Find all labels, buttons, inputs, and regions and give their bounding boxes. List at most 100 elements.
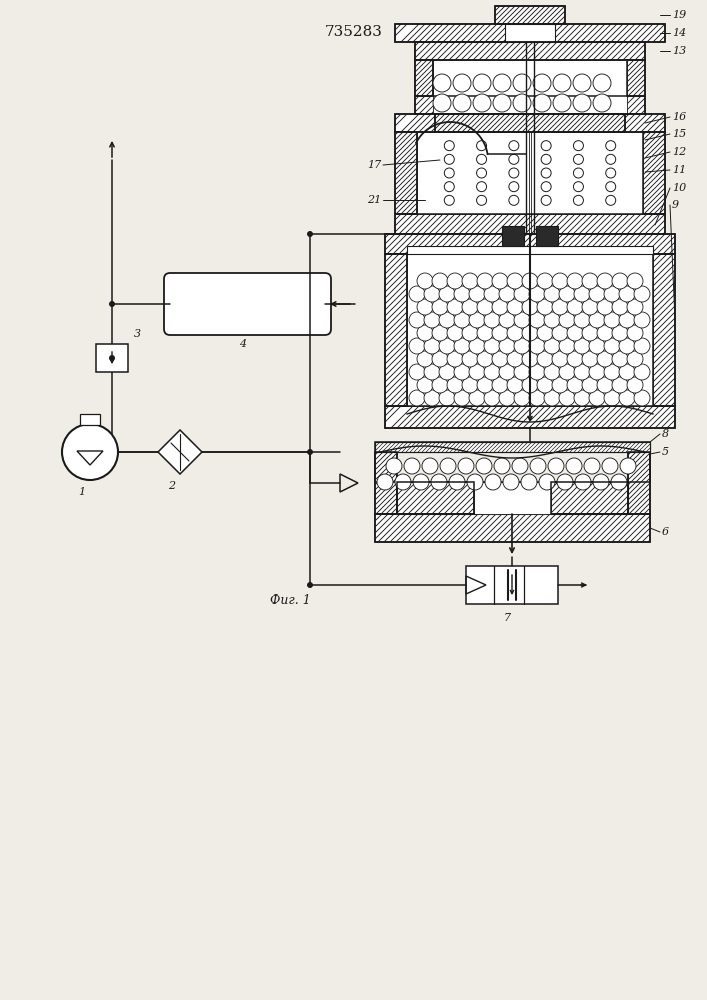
Bar	[653, 254, 675, 406]
Text: 7: 7	[504, 613, 511, 623]
Circle shape	[477, 299, 493, 315]
Bar	[385, 234, 675, 254]
Circle shape	[553, 74, 571, 92]
Bar	[375, 514, 650, 542]
Circle shape	[447, 273, 463, 289]
Circle shape	[476, 458, 492, 474]
Circle shape	[604, 338, 620, 354]
Bar	[628, 452, 650, 514]
Bar	[397, 482, 628, 514]
Circle shape	[593, 74, 611, 92]
Circle shape	[444, 195, 455, 205]
Circle shape	[529, 286, 545, 302]
Bar	[375, 514, 650, 542]
Text: 3: 3	[134, 329, 141, 339]
Text: 11: 11	[672, 165, 686, 175]
Circle shape	[492, 273, 508, 289]
Circle shape	[619, 338, 635, 354]
Circle shape	[512, 458, 528, 474]
Circle shape	[409, 286, 425, 302]
Circle shape	[493, 94, 511, 112]
Circle shape	[462, 351, 478, 367]
Circle shape	[499, 390, 515, 406]
Circle shape	[606, 182, 616, 192]
Circle shape	[567, 377, 583, 393]
Circle shape	[417, 273, 433, 289]
Circle shape	[62, 424, 118, 480]
Circle shape	[109, 301, 115, 307]
Circle shape	[573, 195, 583, 205]
Circle shape	[522, 325, 538, 341]
Circle shape	[447, 351, 463, 367]
Circle shape	[509, 195, 519, 205]
Circle shape	[544, 286, 560, 302]
Circle shape	[559, 338, 575, 354]
Bar	[397, 482, 474, 514]
Circle shape	[417, 299, 433, 315]
Circle shape	[566, 458, 582, 474]
Circle shape	[567, 351, 583, 367]
Circle shape	[484, 338, 500, 354]
Circle shape	[606, 195, 616, 205]
Circle shape	[589, 338, 605, 354]
Circle shape	[559, 312, 575, 328]
Circle shape	[602, 458, 618, 474]
Circle shape	[573, 154, 583, 164]
Bar	[415, 42, 645, 60]
Circle shape	[439, 286, 455, 302]
Text: 4: 4	[240, 339, 247, 349]
Circle shape	[499, 286, 515, 302]
Circle shape	[597, 377, 613, 393]
Circle shape	[453, 94, 471, 112]
Circle shape	[449, 474, 465, 490]
Circle shape	[395, 474, 411, 490]
Bar	[536, 226, 558, 246]
Circle shape	[541, 195, 551, 205]
Circle shape	[557, 474, 573, 490]
Bar	[385, 406, 675, 428]
Circle shape	[582, 351, 598, 367]
Circle shape	[509, 168, 519, 178]
Text: 17: 17	[367, 160, 381, 170]
Circle shape	[307, 449, 313, 455]
Circle shape	[593, 94, 611, 112]
Circle shape	[567, 325, 583, 341]
Circle shape	[606, 168, 616, 178]
Circle shape	[477, 154, 486, 164]
Circle shape	[574, 338, 590, 354]
Circle shape	[541, 154, 551, 164]
Circle shape	[574, 286, 590, 302]
Circle shape	[529, 364, 545, 380]
Circle shape	[597, 299, 613, 315]
Circle shape	[494, 458, 510, 474]
Text: 15: 15	[672, 129, 686, 139]
Bar	[551, 482, 628, 514]
Circle shape	[433, 94, 451, 112]
Circle shape	[507, 377, 523, 393]
Circle shape	[499, 312, 515, 328]
Circle shape	[509, 182, 519, 192]
Circle shape	[544, 364, 560, 380]
Circle shape	[533, 74, 551, 92]
Bar	[385, 234, 675, 254]
Circle shape	[513, 94, 531, 112]
Text: 12: 12	[672, 147, 686, 157]
Bar	[495, 6, 565, 24]
Bar	[80, 414, 100, 425]
Circle shape	[484, 312, 500, 328]
Circle shape	[606, 154, 616, 164]
Text: 19: 19	[672, 10, 686, 20]
Circle shape	[454, 312, 470, 328]
Bar	[385, 254, 407, 406]
Circle shape	[514, 338, 530, 354]
Bar	[502, 226, 524, 246]
Circle shape	[447, 299, 463, 315]
Circle shape	[530, 458, 546, 474]
Bar	[407, 254, 653, 406]
Circle shape	[467, 474, 483, 490]
Circle shape	[544, 338, 560, 354]
Circle shape	[447, 377, 463, 393]
Circle shape	[439, 390, 455, 406]
Circle shape	[548, 458, 564, 474]
Circle shape	[409, 364, 425, 380]
